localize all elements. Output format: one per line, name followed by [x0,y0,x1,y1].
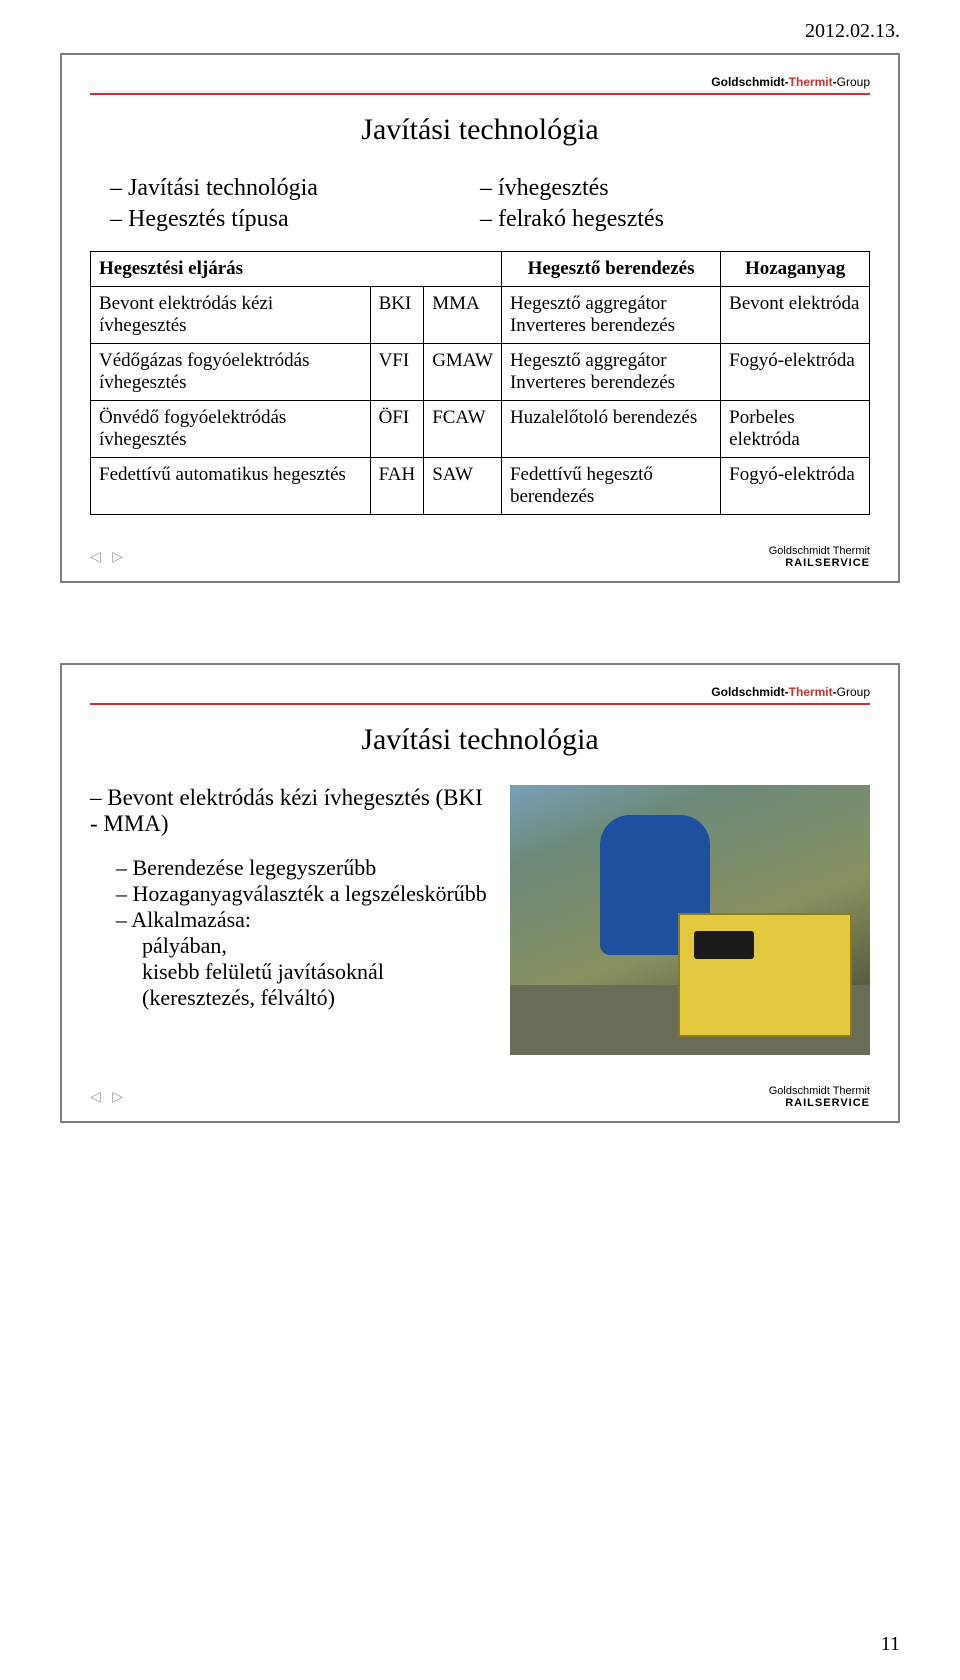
cell: ÖFI [370,401,424,458]
slide-header: Goldschmidt-Thermit-Group [90,683,870,705]
page-date: 2012.02.13. [60,20,900,43]
page-number: 11 [881,1633,900,1656]
line-3b: kisebb felületű javításoknál (keresztezé… [142,959,490,1011]
cell: BKI [370,287,424,344]
cell: MMA [424,287,502,344]
brand-part3: Group [837,685,870,699]
photo-machine [678,913,852,1037]
footer-brand-line2: RAILSERVICE [769,557,870,569]
table-row: Védőgázas fogyóelektródás ívhegesztés VF… [91,344,870,401]
footer-brand-line1: Goldschmidt Thermit [769,1085,870,1097]
brand-logo: Goldschmidt-Thermit-Group [711,685,870,699]
line-0: Bevont elektródás kézi ívhegesztés (BKI … [90,785,490,837]
line-1: Berendezése legegyszerűbb [116,855,490,881]
cell: Bevont elektródás kézi ívhegesztés [91,287,371,344]
brand-part2: Thermit [789,685,833,699]
slide2-text: Bevont elektródás kézi ívhegesztés (BKI … [90,785,490,1011]
slide-footer: ◁ ▷ Goldschmidt Thermit RAILSERVICE [90,1085,870,1109]
welding-table: Hegesztési eljárás Hegesztő berendezés H… [90,251,870,515]
cell: SAW [424,458,502,515]
slide-footer: ◁ ▷ Goldschmidt Thermit RAILSERVICE [90,545,870,569]
nav-arrows-icon: ◁ ▷ [90,549,127,566]
cell: Bevont elektróda [721,287,870,344]
cell: Fedettívű automatikus hegesztés [91,458,371,515]
brand-logo: Goldschmidt-Thermit-Group [711,75,870,89]
table-row: Fedettívű automatikus hegesztés FAH SAW … [91,458,870,515]
page: 2012.02.13. Goldschmidt-Thermit-Group Ja… [0,0,960,1680]
cell: Védőgázas fogyóelektródás ívhegesztés [91,344,371,401]
bullet-right-1: ívhegesztés [480,175,870,202]
cell: Hegesztő aggregátor Inverteres berendezé… [501,287,720,344]
brand-part1: Goldschmidt [711,75,784,89]
brand-part1: Goldschmidt [711,685,784,699]
cell: FCAW [424,401,502,458]
cell: Huzalelőtoló berendezés [501,401,720,458]
th-hozaganyag: Hozaganyag [721,252,870,287]
cell: Fogyó-elektróda [721,344,870,401]
cell: Fogyó-elektróda [721,458,870,515]
table-row: Bevont elektródás kézi ívhegesztés BKI M… [91,287,870,344]
line-3: Alkalmazása: [116,907,490,933]
th-berendezes: Hegesztő berendezés [501,252,720,287]
cell: GMAW [424,344,502,401]
bullet-list: Javítási technológia ívhegesztés Hegeszt… [110,175,870,233]
nav-arrows-icon: ◁ ▷ [90,1089,127,1106]
cell: Fedettívű hegesztő berendezés [501,458,720,515]
brand-part3: Group [837,75,870,89]
slide-2: Goldschmidt-Thermit-Group Javítási techn… [60,663,900,1123]
cell: Önvédő fogyóelektródás ívhegesztés [91,401,371,458]
table-row: Önvédő fogyóelektródás ívhegesztés ÖFI F… [91,401,870,458]
slide-header: Goldschmidt-Thermit-Group [90,73,870,95]
slide2-body: Bevont elektródás kézi ívhegesztés (BKI … [90,785,870,1055]
cell: VFI [370,344,424,401]
footer-brand-line1: Goldschmidt Thermit [769,545,870,557]
cell: Porbeles elektróda [721,401,870,458]
bullet-left-2: Hegesztés típusa [110,206,480,233]
line-2: Hozaganyagválaszték a legszéleskörűbb [116,881,490,907]
footer-brand: Goldschmidt Thermit RAILSERVICE [769,1085,870,1109]
brand-part2: Thermit [789,75,833,89]
welding-photo [510,785,870,1055]
footer-brand-line2: RAILSERVICE [769,1097,870,1109]
bullet-right-2: felrakó hegesztés [480,206,870,233]
cell: FAH [370,458,424,515]
th-eljaras: Hegesztési eljárás [91,252,502,287]
table-header-row: Hegesztési eljárás Hegesztő berendezés H… [91,252,870,287]
cell: Hegesztő aggregátor Inverteres berendezé… [501,344,720,401]
slide-title: Javítási technológia [90,113,870,147]
footer-brand: Goldschmidt Thermit RAILSERVICE [769,545,870,569]
slide-1: Goldschmidt-Thermit-Group Javítási techn… [60,53,900,583]
slide-title: Javítási technológia [90,723,870,757]
line-3a: pályában, [142,933,490,959]
bullet-left-1: Javítási technológia [110,175,480,202]
